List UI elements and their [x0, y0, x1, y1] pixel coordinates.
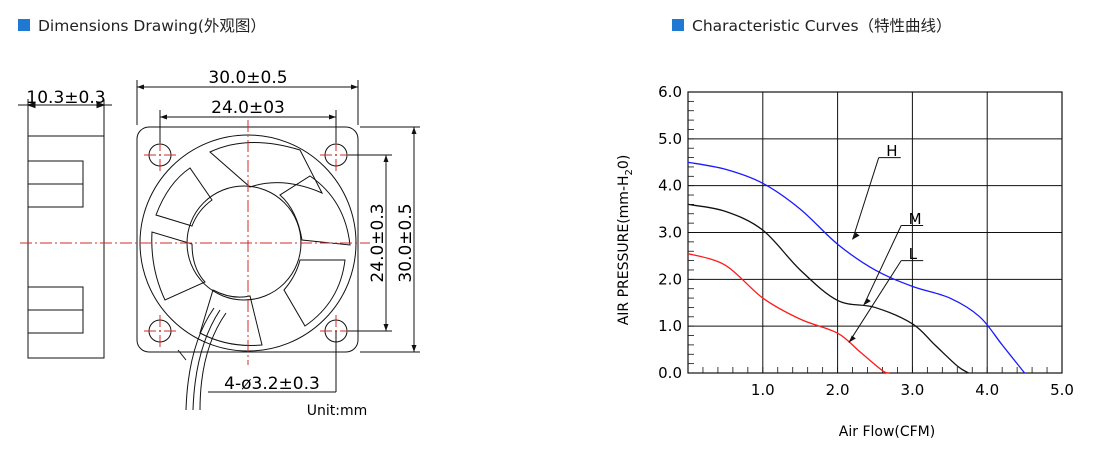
annotation-arrow-m [863, 298, 871, 306]
series-line-l [687, 252, 891, 374]
y-tick-label: 2.0 [658, 270, 682, 288]
curves-heading: Characteristic Curves（特性曲线） [672, 14, 952, 36]
y-tick-label: 4.0 [658, 177, 682, 195]
dim-hole-spacing-v: 24.0±0.3 [368, 203, 388, 282]
curves-title: Characteristic Curves（特性曲线） [692, 17, 952, 35]
x-tick-label: 1.0 [751, 381, 775, 399]
x-tick-label: 3.0 [900, 381, 924, 399]
annotation-arrow-l [848, 335, 856, 343]
unit-label: Unit:mm [307, 403, 368, 419]
annotation-arrow-h [852, 232, 860, 240]
y-tick-label: 6.0 [658, 83, 682, 101]
chart-annotations: H ML [848, 142, 924, 343]
dim-hole-spacing-h: 24.0±03 [211, 98, 285, 118]
chart-grid [687, 91, 1063, 374]
characteristic-chart: 0.0 1.0 2.0 3.0 4.0 5.0 6.0 1.0 2.0 3.0 4.0 5.0 H ML… [616, 83, 1074, 440]
y-axis-label-post: 0) [616, 155, 632, 169]
annotation-leader-m [863, 225, 902, 306]
side-view [27, 135, 105, 359]
blue-square-icon [672, 19, 684, 31]
annotation-label-l: L [909, 245, 918, 263]
dimensions-drawing: 10.3±0.3 30.0±0.5 24.0±03 24.0±0.3 30.0±… [18, 68, 420, 419]
x-tick-label: 4.0 [975, 381, 999, 399]
annotation-label-h: H [886, 142, 897, 160]
dim-overall-width: 30.0±0.5 [208, 68, 287, 88]
annotation-leader-l [848, 260, 902, 343]
series-line-h [687, 161, 1026, 374]
x-tick-label: 5.0 [1050, 381, 1074, 399]
annotation-label-m: M [909, 210, 922, 228]
annotation-leader-h [852, 157, 880, 240]
y-tick-label: 1.0 [658, 317, 682, 335]
y-axis-label: AIR PRESSURE(mm-H20) [616, 155, 635, 326]
y-axis-label-pre: AIR PRESSURE(mm-H [616, 175, 632, 325]
blue-square-icon [18, 19, 30, 31]
series-line-m [687, 203, 969, 374]
chart-ticks: 0.0 1.0 2.0 3.0 4.0 5.0 6.0 1.0 2.0 3.0 4.0 5.0 [658, 83, 1074, 399]
chart-series [687, 161, 1026, 374]
dimensions-title: Dimensions Drawing(外观图） [38, 17, 266, 35]
y-axis-label-sub: 2 [624, 169, 635, 175]
dim-holes: 4-ø3.2±0.3 [224, 374, 320, 394]
dim-overall-height: 30.0±0.5 [396, 203, 416, 282]
y-tick-label: 5.0 [658, 130, 682, 148]
dim-thickness: 10.3±0.3 [26, 88, 105, 108]
y-tick-label: 0.0 [658, 364, 682, 382]
dimensions-heading: Dimensions Drawing(外观图） [18, 14, 266, 36]
y-tick-label: 3.0 [658, 224, 682, 242]
x-tick-label: 2.0 [826, 381, 850, 399]
x-axis-label: Air Flow(CFM) [839, 424, 935, 440]
